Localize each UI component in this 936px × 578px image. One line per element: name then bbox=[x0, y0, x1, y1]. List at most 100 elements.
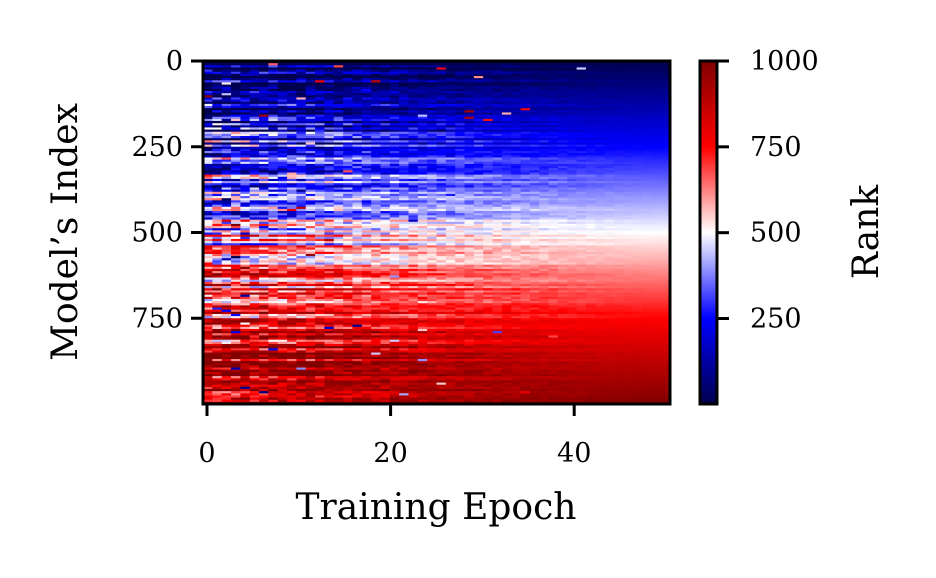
heatmap-cell bbox=[473, 80, 484, 84]
heatmap-cell bbox=[389, 146, 400, 150]
heatmap-cell bbox=[511, 82, 522, 86]
heatmap-cell bbox=[259, 249, 269, 253]
heatmap-cell bbox=[473, 166, 484, 169]
heatmap-cell bbox=[501, 121, 512, 124]
heatmap-cell bbox=[520, 106, 531, 109]
heatmap-cell bbox=[268, 196, 279, 199]
heatmap-cell bbox=[520, 138, 531, 141]
heatmap-cell bbox=[380, 249, 391, 253]
heatmap-cell bbox=[604, 63, 615, 66]
heatmap-cell bbox=[399, 114, 410, 118]
heatmap-cell bbox=[212, 67, 223, 71]
heatmap-cell bbox=[305, 183, 316, 186]
heatmap-cell bbox=[567, 193, 578, 197]
heatmap-cell bbox=[613, 264, 624, 268]
heatmap-cell bbox=[455, 80, 466, 84]
heatmap-cell bbox=[399, 101, 410, 105]
heatmap-cell bbox=[567, 78, 578, 81]
heatmap-cell bbox=[408, 243, 419, 246]
heatmap-cell bbox=[492, 97, 503, 101]
heatmap-cell bbox=[660, 155, 670, 159]
heatmap-cell bbox=[539, 213, 550, 216]
heatmap-cell bbox=[529, 174, 540, 178]
heatmap-cell bbox=[455, 196, 466, 199]
heatmap-cell bbox=[343, 189, 354, 193]
heatmap-cell bbox=[604, 202, 615, 206]
heatmap-cell bbox=[296, 73, 307, 77]
heatmap-cell bbox=[240, 234, 251, 238]
heatmap-cell bbox=[464, 211, 475, 214]
heatmap-cell bbox=[632, 247, 643, 251]
heatmap-cell bbox=[380, 168, 391, 171]
heatmap-cell bbox=[585, 251, 596, 255]
heatmap-cell bbox=[259, 166, 269, 169]
heatmap-cell bbox=[296, 93, 307, 96]
heatmap-cell bbox=[539, 161, 550, 165]
heatmap-cell bbox=[315, 76, 326, 79]
heatmap-cell bbox=[417, 241, 428, 244]
heatmap-cell bbox=[595, 251, 606, 255]
heatmap-cell bbox=[361, 174, 372, 178]
heatmap-cell bbox=[651, 144, 662, 148]
heatmap-cell bbox=[352, 67, 363, 71]
heatmap-cell bbox=[268, 112, 279, 116]
heatmap-cell bbox=[548, 206, 559, 210]
heatmap-cell bbox=[511, 125, 522, 129]
heatmap-cell bbox=[660, 80, 670, 84]
heatmap-cell bbox=[361, 146, 372, 150]
heatmap-cell bbox=[483, 88, 494, 92]
heatmap-cell bbox=[333, 95, 344, 99]
heatmap-cell bbox=[501, 238, 512, 242]
heatmap-cell bbox=[231, 65, 241, 69]
heatmap-cell bbox=[613, 183, 624, 186]
heatmap-cell bbox=[651, 155, 662, 159]
heatmap-cell bbox=[240, 121, 251, 124]
heatmap-cell bbox=[632, 191, 643, 195]
heatmap-cell bbox=[231, 78, 241, 81]
heatmap-cell bbox=[221, 95, 232, 99]
heatmap-cell bbox=[399, 148, 410, 152]
heatmap-cell bbox=[352, 114, 363, 118]
heatmap-cell bbox=[585, 140, 596, 144]
heatmap-cell bbox=[641, 123, 652, 126]
heatmap-cell bbox=[408, 63, 419, 66]
heatmap-cell bbox=[595, 213, 606, 216]
heatmap-cell bbox=[576, 161, 587, 165]
heatmap-cell bbox=[333, 151, 344, 154]
heatmap-cell bbox=[399, 198, 410, 201]
heatmap-cell bbox=[277, 258, 288, 261]
heatmap-cell bbox=[343, 148, 354, 152]
heatmap-cell bbox=[389, 236, 400, 240]
heatmap-cell bbox=[576, 168, 587, 171]
heatmap-cell bbox=[249, 243, 260, 246]
heatmap-cell bbox=[492, 80, 503, 84]
heatmap-cell bbox=[240, 161, 251, 165]
heatmap-cell bbox=[455, 187, 466, 191]
heatmap-cell bbox=[371, 166, 382, 169]
heatmap-cell bbox=[595, 146, 606, 150]
heatmap-cell bbox=[483, 249, 494, 253]
heatmap-cell bbox=[473, 174, 484, 178]
heatmap-cell bbox=[212, 116, 223, 120]
heatmap-cell bbox=[632, 271, 643, 274]
heatmap-cell bbox=[529, 196, 540, 199]
heatmap-cell bbox=[473, 245, 484, 249]
heatmap-cell bbox=[483, 101, 494, 105]
heatmap-cell bbox=[268, 123, 279, 126]
heatmap-cell bbox=[212, 146, 223, 150]
heatmap-cell bbox=[333, 146, 344, 150]
heatmap-cell bbox=[567, 129, 578, 133]
heatmap-cell bbox=[408, 93, 419, 96]
heatmap-cell bbox=[623, 84, 634, 88]
heatmap-cell bbox=[249, 63, 260, 66]
heatmap-cell bbox=[464, 65, 475, 69]
heatmap-cell bbox=[660, 138, 670, 141]
heatmap-cell bbox=[427, 112, 438, 116]
heatmap-cell bbox=[249, 101, 260, 105]
heatmap-cell bbox=[511, 155, 522, 159]
heatmap-cell bbox=[324, 146, 335, 150]
heatmap-cell bbox=[333, 223, 344, 227]
heatmap-cell bbox=[221, 168, 232, 171]
heatmap-cell bbox=[641, 84, 652, 88]
heatmap-cell bbox=[287, 200, 297, 204]
